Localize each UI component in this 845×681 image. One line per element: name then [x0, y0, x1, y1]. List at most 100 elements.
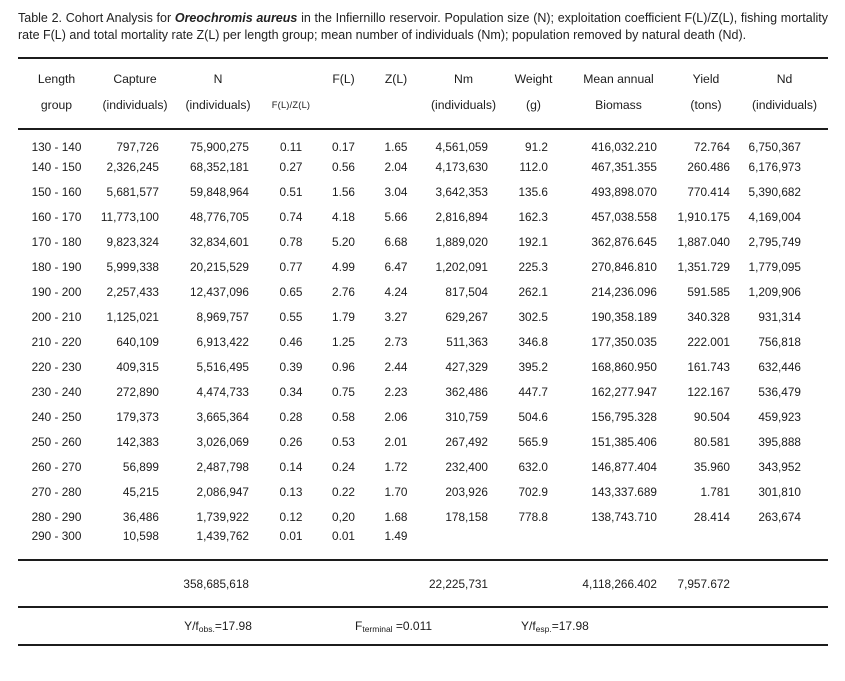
header-line1: Yield: [692, 72, 720, 86]
footnote-yf-obs: Y/fobs.=17.98: [175, 607, 261, 646]
table-cell: 151,385.406: [591, 434, 657, 449]
table-cell: 250 - 260: [31, 434, 82, 449]
table-cell: 0.77: [279, 259, 303, 274]
table-cell: 632.0: [518, 459, 548, 474]
table-cell: 240 - 250: [31, 409, 82, 424]
table-cell: 220 - 230: [31, 359, 82, 374]
footnote-spacer: [566, 607, 828, 646]
header-line1: Length: [37, 72, 76, 86]
table-cell: 340.328: [687, 309, 730, 324]
table-cell: 511,363: [446, 334, 488, 349]
header-line2: [321, 90, 366, 116]
table-cell: 536,479: [758, 384, 801, 399]
footnote-value: =17.98: [551, 618, 589, 633]
table-cell: 343,952: [758, 459, 801, 474]
table-row: 140 - 150 2,326,245 68,352,181 0.27 0.56 2.04…: [18, 154, 828, 179]
table-row: 130 - 140 797,726 75,900,275 0.11 0.17 1.65 4,…: [18, 129, 828, 154]
table-cell: 11,773,100: [100, 209, 159, 224]
table-cell: 156,795.328: [591, 409, 657, 424]
table-cell: 770.414: [687, 184, 730, 199]
header-line2: Biomass: [595, 98, 642, 112]
document-page: Table 2. Cohort Analysis for Oreochromis…: [18, 11, 829, 646]
table-cell: 270 - 280: [31, 484, 82, 499]
table-cell: 5,999,338: [106, 259, 159, 274]
header-line1: [261, 68, 321, 90]
col-header-length-group: Length group: [18, 57, 95, 130]
footnote-text: F: [355, 618, 363, 633]
table-cell: 310,759: [445, 409, 488, 424]
table-cell: 272,890: [116, 384, 159, 399]
table-cell: 12,437,096: [189, 284, 249, 299]
table-cell: 2.23: [384, 384, 408, 399]
table-cell: 10,598: [122, 529, 159, 543]
table-cell: 232,400: [445, 459, 488, 474]
totals-cell-n: 358,685,618: [175, 559, 261, 608]
table-cell: 0.28: [279, 409, 303, 424]
table-cell: 4.18: [332, 209, 355, 224]
header-line2: [366, 90, 426, 116]
totals-row: 358,685,618 22,225,731 4,118,266.402 7,9…: [18, 559, 828, 608]
table-cell: 35.960: [693, 459, 730, 474]
footnote-value: =0.011: [392, 618, 433, 633]
table-cell: 0.39: [279, 359, 303, 374]
table-cell: 3,026,069: [196, 434, 249, 449]
table-row: 260 - 270 56,899 2,487,798 0.14 0.24 1.72 232,…: [18, 454, 828, 479]
table-cell: 135.6: [518, 184, 548, 199]
header-line2: (individuals): [185, 98, 251, 112]
table-cell: 5.20: [332, 234, 355, 249]
header-line1: Capture: [113, 72, 157, 86]
table-cell: 301,810: [758, 484, 801, 499]
table-cell: 1,439,762: [196, 529, 249, 543]
table-cell: 0.17: [332, 140, 355, 154]
table-cell: 9,823,324: [106, 234, 159, 249]
table-cell: 1.49: [384, 529, 408, 543]
table-cell: 591.585: [687, 284, 730, 299]
col-header-nd: Nd (individuals): [741, 57, 828, 130]
table-cell: 4,561,059: [435, 140, 488, 154]
table-cell: 168,860.950: [591, 359, 657, 374]
col-header-nm: Nm (individuals): [426, 57, 501, 130]
header-line2: F(L)/Z(L): [271, 100, 311, 110]
table-cell: 302.5: [518, 309, 548, 324]
footnote-subscript: obs.: [198, 623, 215, 634]
table-cell: 395,888: [758, 434, 801, 449]
table-row: 290 - 300 10,598 1,439,762 0.01 0.01 1.49: [18, 529, 828, 560]
totals-cell-nm: 22,225,731: [426, 559, 501, 608]
table-cell: 5.66: [384, 209, 408, 224]
table-cell: 0.01: [332, 529, 355, 543]
header-line2: (individuals): [430, 98, 497, 112]
footnote-spacer: [261, 607, 321, 646]
table-cell: 203,926: [445, 484, 488, 499]
table-row: 270 - 280 45,215 2,086,947 0.13 0.22 1.70 203,…: [18, 479, 828, 504]
table-cell: 1,209,906: [748, 284, 801, 299]
table-cell: 4.24: [384, 284, 408, 299]
table-cell: 210 - 220: [31, 334, 82, 349]
table-cell: 2.04: [384, 159, 408, 174]
footnote-subscript: esp.: [535, 623, 552, 634]
table-cell: 36,486: [122, 509, 159, 524]
table-cell: 416,032.210: [591, 140, 657, 154]
table-cell: 180 - 190: [31, 259, 82, 274]
table-cell: 192.1: [518, 234, 548, 249]
table-cell: 459,923: [758, 409, 801, 424]
table-row: 230 - 240 272,890 4,474,733 0.34 0.75 2.23 362…: [18, 379, 828, 404]
header-line1: Nd: [776, 72, 793, 86]
caption-suffix: in the Infiernillo reservoir. Population…: [18, 11, 829, 42]
table-cell: 640,109: [116, 334, 159, 349]
table-cell: 493,898.070: [591, 184, 657, 199]
table-cell: 146,877.404: [591, 459, 657, 474]
table-cell: 6.68: [384, 234, 408, 249]
footnotes-row: Y/fobs.=17.98 Fterminal =0.011 Y/fesp.=1…: [18, 607, 828, 646]
col-header-zl: Z(L): [366, 57, 426, 130]
table-cell: 2,086,947: [196, 484, 249, 499]
table-row: 180 - 190 5,999,338 20,215,529 0.77 4.99 6.47…: [18, 254, 828, 279]
table-cell: 263,674: [758, 509, 801, 524]
table-row: 200 - 210 1,125,021 8,969,757 0.55 1.79 3.27 6…: [18, 304, 828, 329]
table-cell: 2,326,245: [106, 159, 159, 174]
table-cell: 3.27: [384, 309, 408, 324]
table-cell: 0.75: [332, 384, 355, 399]
header-line1: Mean annual: [583, 72, 654, 86]
table-row: 250 - 260 142,383 3,026,069 0.26 0.53 2.01 267…: [18, 429, 828, 454]
table-cell: 179,373: [116, 409, 159, 424]
header-line1: Nm: [454, 72, 473, 86]
